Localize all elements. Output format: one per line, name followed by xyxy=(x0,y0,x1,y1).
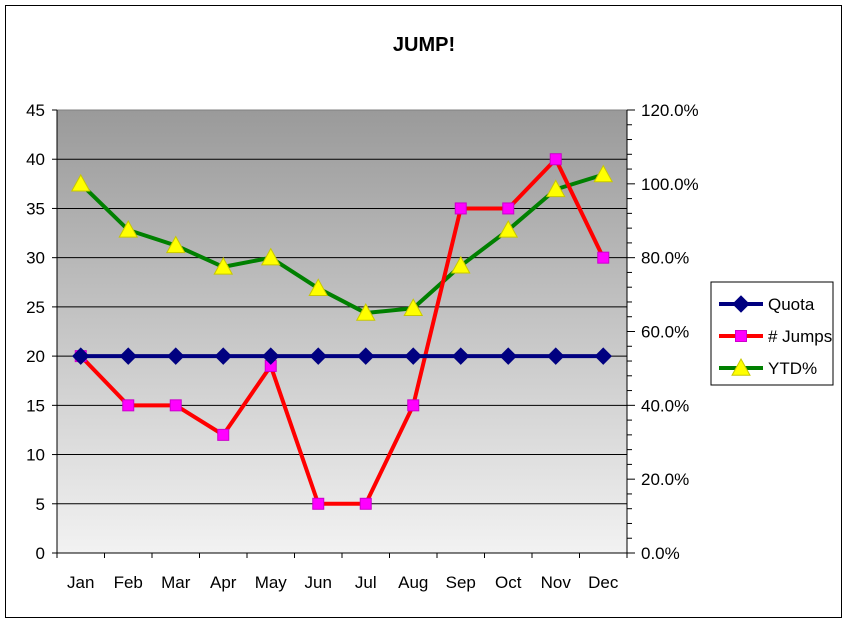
left-y-tick-label: 15 xyxy=(26,396,45,415)
x-tick-label: Dec xyxy=(588,573,619,592)
data-point xyxy=(450,255,471,274)
data-point xyxy=(165,235,186,254)
x-tick-label: Aug xyxy=(398,573,428,592)
right-y-tick-label: 0.0% xyxy=(641,544,680,563)
data-point xyxy=(262,347,280,365)
right-y-tick-label: 80.0% xyxy=(641,249,689,268)
left-y-tick-label: 0 xyxy=(36,544,45,563)
data-point xyxy=(213,256,234,275)
series-layer xyxy=(70,153,614,510)
data-point xyxy=(169,399,182,412)
data-point xyxy=(308,278,329,297)
legend-label: YTD% xyxy=(768,359,817,378)
data-point xyxy=(214,347,232,365)
x-tick-label: Apr xyxy=(210,573,237,592)
legend-label: # Jumps xyxy=(768,327,832,346)
left-y-tick-label: 20 xyxy=(26,347,45,366)
data-point xyxy=(499,347,517,365)
x-axis: Jan Feb Mar Apr May Jun Jul Aug Sep Oct Nov Dec xyxy=(56,552,628,592)
left-y-axis: 0 5 10 15 20 25 30 35 40 45 xyxy=(26,101,58,563)
data-point xyxy=(594,347,612,365)
data-point xyxy=(545,179,566,198)
data-point xyxy=(122,399,135,412)
data-point xyxy=(404,347,422,365)
legend-marker xyxy=(732,295,750,313)
data-point xyxy=(498,219,519,238)
data-point xyxy=(355,303,376,321)
chart-frame: JUMP! 0 5 10 15 20 25 30 35 40 45 0.0% 20.0% 40.0% 6… xyxy=(5,5,842,618)
line-chart: JUMP! 0 5 10 15 20 25 30 35 40 45 0.0% 20.0% 40.0% 6… xyxy=(26,34,834,592)
x-tick-label: Feb xyxy=(114,573,143,592)
left-y-tick-label: 10 xyxy=(26,446,45,465)
right-y-tick-label: 40.0% xyxy=(641,396,689,415)
right-y-tick-label: 20.0% xyxy=(641,470,689,489)
x-tick-label: Jun xyxy=(305,573,332,592)
series-0 xyxy=(72,347,612,365)
right-y-axis: 0.0% 20.0% 40.0% 60.0% 80.0% 100.0% 120.0% xyxy=(626,101,699,563)
data-point xyxy=(118,219,139,238)
data-point xyxy=(260,247,281,266)
data-point xyxy=(454,202,467,215)
left-y-tick-label: 40 xyxy=(26,150,45,169)
data-point xyxy=(549,153,562,166)
x-tick-label: May xyxy=(255,573,288,592)
x-tick-label: Sep xyxy=(446,573,476,592)
left-y-tick-label: 25 xyxy=(26,298,45,317)
legend-marker xyxy=(731,357,751,376)
right-y-tick-label: 120.0% xyxy=(641,101,699,120)
data-point xyxy=(502,202,515,215)
right-y-tick-label: 60.0% xyxy=(641,323,689,342)
legend: Quota # Jumps YTD% xyxy=(710,281,834,386)
series-line xyxy=(79,157,606,506)
data-point xyxy=(547,347,565,365)
x-tick-label: Nov xyxy=(541,573,572,592)
left-y-tick-label: 5 xyxy=(36,495,45,514)
data-point xyxy=(452,347,470,365)
x-tick-label: Oct xyxy=(495,573,522,592)
data-point xyxy=(357,347,375,365)
data-point xyxy=(167,347,185,365)
data-point xyxy=(593,164,614,183)
legend-label: Quota xyxy=(768,295,815,314)
data-point xyxy=(72,347,90,365)
chart-title: JUMP! xyxy=(393,34,455,56)
x-tick-label: Jan xyxy=(67,573,94,592)
left-y-tick-label: 35 xyxy=(26,199,45,218)
data-point xyxy=(70,173,91,192)
x-tick-label: Mar xyxy=(161,573,191,592)
x-tick-label: Jul xyxy=(355,573,377,592)
right-y-tick-label: 100.0% xyxy=(641,175,699,194)
data-point xyxy=(407,399,420,412)
left-y-tick-label: 30 xyxy=(26,249,45,268)
legend-marker xyxy=(735,330,747,342)
series-line xyxy=(79,172,604,316)
data-point xyxy=(119,347,137,365)
series-2 xyxy=(70,164,614,321)
data-point xyxy=(312,497,325,510)
data-point xyxy=(359,497,372,510)
data-point xyxy=(217,428,230,441)
left-y-tick-label: 45 xyxy=(26,101,45,120)
data-point xyxy=(309,347,327,365)
data-point xyxy=(403,298,424,316)
data-point xyxy=(597,251,610,264)
